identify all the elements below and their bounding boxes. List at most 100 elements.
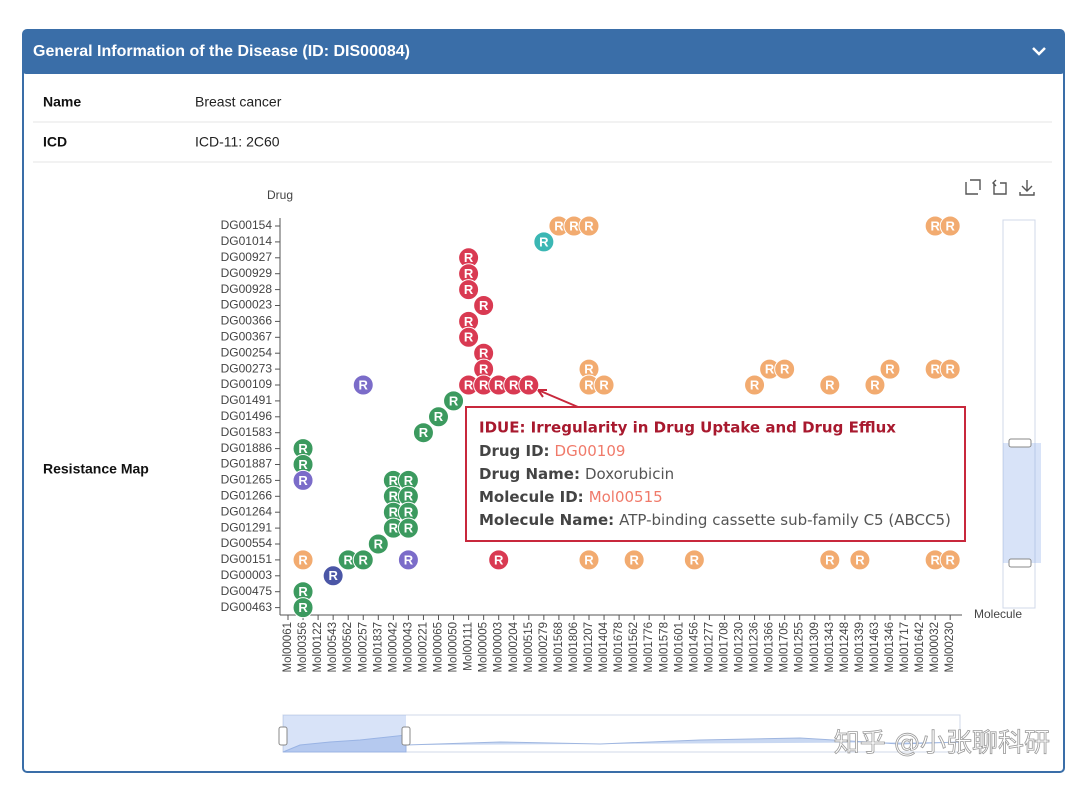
marker (412, 422, 434, 444)
row-value: ICD-11: 2C60 (195, 134, 280, 150)
marker-label: R (464, 282, 474, 297)
marker-label: R (464, 250, 474, 265)
x-zoom-handle[interactable] (278, 726, 288, 746)
x-tick-label: Mol00005 (478, 622, 490, 673)
y-tick-label: DG01291 (221, 520, 273, 534)
x-tick-label: Mol01568 (553, 622, 565, 673)
x-tick-label: Mol01343 (824, 622, 836, 673)
download-icon[interactable] (1019, 180, 1035, 196)
marker (578, 215, 600, 237)
row-label: Resistance Map (43, 461, 149, 477)
x-zoom-preview (282, 734, 961, 753)
marker-label: R (298, 473, 308, 488)
y-zoom-handle[interactable] (1008, 558, 1032, 568)
x-tick-label: Mol00032 (929, 622, 941, 673)
marker-label: R (584, 218, 594, 233)
y-tick-label: DG00003 (221, 568, 273, 582)
field-label: Molecule Name: (479, 511, 614, 529)
point: R (864, 374, 886, 396)
x-tick-label: Mol00204 (508, 621, 520, 672)
point: R (412, 422, 434, 444)
marker-label: R (554, 218, 564, 233)
point: R (593, 374, 615, 396)
row-value: Breast cancer (195, 94, 282, 110)
marker-label: R (629, 552, 639, 567)
point: R (939, 549, 961, 571)
marker-label: R (690, 552, 700, 567)
y-zoom-window[interactable] (1003, 443, 1041, 563)
point: R (352, 374, 374, 396)
marker (939, 358, 961, 380)
y-tick-label: DG01887 (221, 457, 273, 471)
x-tick-label: Mol01339 (854, 622, 866, 673)
point: R (819, 549, 841, 571)
marker-label: R (870, 377, 880, 392)
x-axis-label: Molecule (974, 607, 1022, 621)
marker-label: R (449, 393, 459, 408)
collapse-icon[interactable] (1032, 47, 1046, 56)
marker (744, 374, 766, 396)
marker-label: R (298, 441, 308, 456)
restore-icon[interactable] (992, 179, 1007, 195)
x-tick-label: Mol01277 (703, 622, 715, 673)
marker-label: R (885, 362, 895, 377)
marker (292, 549, 314, 571)
marker-label: R (539, 234, 549, 249)
marker (292, 469, 314, 491)
x-tick-label: Mol00230 (944, 622, 956, 673)
marker-label: R (404, 489, 414, 504)
zoom-icon[interactable] (965, 179, 981, 195)
marker (683, 549, 705, 571)
x-tick-label: Mol01776 (643, 622, 655, 673)
tooltip-field: Drug ID: DG00109 (479, 442, 625, 460)
y-tick-label: DG00154 (221, 218, 273, 232)
y-tick-label: DG00366 (221, 314, 273, 328)
marker (367, 533, 389, 555)
x-tick-label: Mol01837 (372, 622, 384, 673)
y-zoom-handle[interactable] (1008, 438, 1032, 448)
marker-label: R (404, 505, 414, 520)
marker (322, 565, 344, 587)
x-zoom-window[interactable] (283, 715, 406, 752)
y-tick-label: DG01496 (221, 409, 273, 423)
tooltip-title: IDUE: Irregularity in Drug Uptake and Dr… (479, 419, 896, 437)
point: R (744, 374, 766, 396)
panel-header[interactable] (23, 30, 1064, 74)
marker-label: R (389, 489, 399, 504)
marker-label: R (404, 521, 414, 536)
point: R (443, 390, 465, 412)
y-tick-label: DG01264 (221, 504, 273, 518)
y-tick-label: DG00554 (221, 536, 273, 550)
marker-label: R (946, 552, 956, 567)
y-tick-label: DG01266 (221, 488, 273, 502)
marker (533, 231, 555, 253)
marker-label: R (464, 330, 474, 345)
point: R (397, 469, 419, 491)
y-tick-label: DG00109 (221, 377, 273, 391)
marker (879, 358, 901, 380)
marker-label: R (494, 377, 504, 392)
marker-label: R (825, 377, 835, 392)
marker-label: R (524, 377, 534, 392)
marker-label: R (494, 552, 504, 567)
marker (518, 374, 540, 396)
point: R (518, 374, 540, 396)
x-tick-label: Mol01456 (688, 622, 700, 673)
x-tick-label: Mol01642 (914, 622, 926, 673)
x-tick-label: Mol00050 (448, 622, 460, 673)
point: R (458, 247, 480, 269)
point: R (322, 565, 344, 587)
marker-label: R (389, 521, 399, 536)
point: R (292, 469, 314, 491)
x-tick-label: Mol01717 (899, 622, 911, 673)
tooltip-pointer (537, 389, 579, 408)
point: R (352, 549, 374, 571)
x-zoom-handle[interactable] (401, 726, 411, 746)
x-tick-label: Mol00111 (463, 622, 475, 671)
point: R (533, 231, 555, 253)
y-tick-label: DG00929 (221, 266, 273, 280)
y-zoom-slider[interactable] (1002, 219, 1036, 609)
marker (939, 549, 961, 571)
marker-label: R (825, 552, 835, 567)
